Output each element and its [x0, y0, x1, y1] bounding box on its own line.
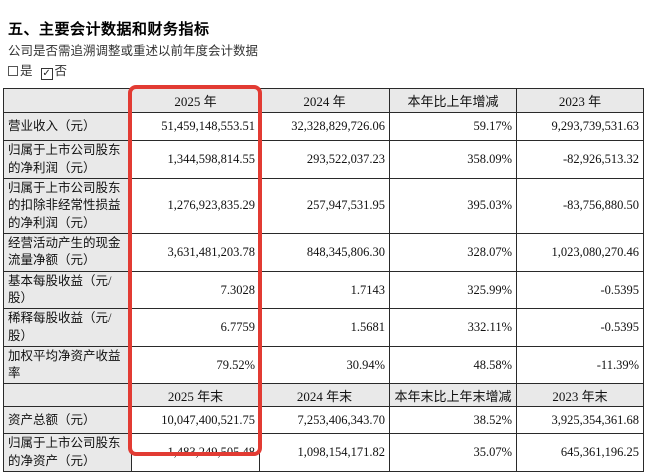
col-header-yearend-change: 本年末比上年末增减 — [389, 383, 517, 408]
row-label: 经营活动产生的现金流量净额（元） — [3, 232, 132, 272]
row-label: 稀释每股收益（元/股） — [3, 308, 132, 347]
col-header-2025: 2025 年 — [131, 88, 260, 113]
row-label: 基本每股收益（元/股） — [3, 270, 132, 310]
option-no: ✓ 否 — [40, 64, 68, 80]
header-blank — [3, 88, 132, 113]
value-2025: 6.7759 — [131, 308, 260, 347]
restatement-answer: 是 ✓ 否 — [8, 60, 75, 80]
value-change: 332.11% — [389, 308, 517, 347]
value-2023: 645,361,196.25 — [516, 433, 644, 472]
checkbox-checked-icon: ✓ — [40, 68, 53, 80]
value-2023: 9,293,739,531.63 — [516, 112, 644, 141]
table-row-total-assets: 资产总额（元） 10,047,400,521.75 7,253,406,343.… — [3, 406, 644, 435]
section-title: 五、主要会计数据和财务指标 — [8, 20, 210, 39]
value-change: 358.09% — [389, 140, 517, 179]
value-change: 395.03% — [389, 178, 517, 234]
value-change: 48.58% — [389, 345, 517, 385]
value-2024: 1.5681 — [259, 308, 390, 347]
value-2023: 3,925,354,361.68 — [516, 406, 644, 435]
value-2025: 1,483,249,505.48 — [131, 433, 260, 472]
row-label: 归属于上市公司股东的净资产（元） — [3, 433, 132, 472]
value-2025: 1,344,598,814.55 — [131, 140, 260, 179]
col-header-2023-end: 2023 年末 — [516, 383, 644, 408]
restatement-question: 公司是否需追溯调整或重述以前年度会计数据 — [8, 44, 259, 58]
col-header-2023: 2023 年 — [516, 88, 644, 113]
value-2025: 51,459,148,553.51 — [131, 112, 260, 141]
table-row-net-assets: 归属于上市公司股东的净资产（元） 1,483,249,505.48 1,098,… — [3, 433, 644, 472]
value-2023: -0.5395 — [516, 308, 644, 347]
row-label: 归属于上市公司股东的净利润（元） — [3, 140, 132, 179]
table-row-diluted-eps: 稀释每股收益（元/股） 6.7759 1.5681 332.11% -0.539… — [3, 308, 644, 347]
col-header-2025-end: 2025 年末 — [131, 383, 260, 408]
value-change: 38.52% — [389, 406, 517, 435]
value-2024: 257,947,531.95 — [259, 178, 390, 234]
value-2024: 1,098,154,171.82 — [259, 433, 390, 472]
header-row-year-end: 2025 年末 2024 年末 本年末比上年末增减 2023 年末 — [3, 383, 644, 408]
value-change: 35.07% — [389, 433, 517, 472]
table-row-net-profit-excl-nonrecurring: 归属于上市公司股东的扣除非经常性损益的净利润（元） 1,276,923,835.… — [3, 178, 644, 234]
value-2024: 30.94% — [259, 345, 390, 385]
value-2025: 3,631,481,203.78 — [131, 232, 260, 272]
value-2023: -11.39% — [516, 345, 644, 385]
value-2024: 32,328,829,726.06 — [259, 112, 390, 141]
value-2023: -82,926,513.32 — [516, 140, 644, 179]
value-2025: 10,047,400,521.75 — [131, 406, 260, 435]
value-2025: 7.3028 — [131, 270, 260, 310]
header-row-annual: 2025 年 2024 年 本年比上年增减 2023 年 — [3, 88, 644, 113]
value-change: 328.07% — [389, 232, 517, 272]
checkbox-unchecked-icon — [8, 66, 18, 76]
value-2023: 1,023,080,270.46 — [516, 232, 644, 272]
value-2024: 848,345,806.30 — [259, 232, 390, 272]
financial-indicators-table: 2025 年 2024 年 本年比上年增减 2023 年 营业收入（元） 51,… — [3, 88, 644, 472]
col-header-2024-end: 2024 年末 — [259, 383, 390, 408]
option-yes-label: 是 — [20, 64, 33, 78]
value-2023: -0.5395 — [516, 270, 644, 310]
col-header-yoy-change: 本年比上年增减 — [389, 88, 517, 113]
row-label: 资产总额（元） — [3, 406, 132, 435]
value-2023: -83,756,880.50 — [516, 178, 644, 234]
value-2024: 7,253,406,343.70 — [259, 406, 390, 435]
value-2024: 293,522,037.23 — [259, 140, 390, 179]
value-change: 325.99% — [389, 270, 517, 310]
value-change: 59.17% — [389, 112, 517, 141]
row-label: 归属于上市公司股东的扣除非经常性损益的净利润（元） — [3, 178, 132, 234]
col-header-2024: 2024 年 — [259, 88, 390, 113]
table-row-net-profit: 归属于上市公司股东的净利润（元） 1,344,598,814.55 293,52… — [3, 140, 644, 179]
value-2025: 1,276,923,835.29 — [131, 178, 260, 234]
option-yes: 是 — [8, 64, 33, 78]
table-row-weighted-avg-roe: 加权平均净资产收益率 79.52% 30.94% 48.58% -11.39% — [3, 345, 644, 385]
option-no-label: 否 — [54, 64, 68, 78]
value-2025: 79.52% — [131, 345, 260, 385]
row-label: 加权平均净资产收益率 — [3, 345, 132, 385]
value-2024: 1.7143 — [259, 270, 390, 310]
header-blank — [3, 383, 132, 408]
row-label: 营业收入（元） — [3, 112, 132, 141]
table-row-operating-cash-flow: 经营活动产生的现金流量净额（元） 3,631,481,203.78 848,34… — [3, 232, 644, 272]
table-row-revenue: 营业收入（元） 51,459,148,553.51 32,328,829,726… — [3, 112, 644, 141]
table-row-basic-eps: 基本每股收益（元/股） 7.3028 1.7143 325.99% -0.539… — [3, 270, 644, 310]
